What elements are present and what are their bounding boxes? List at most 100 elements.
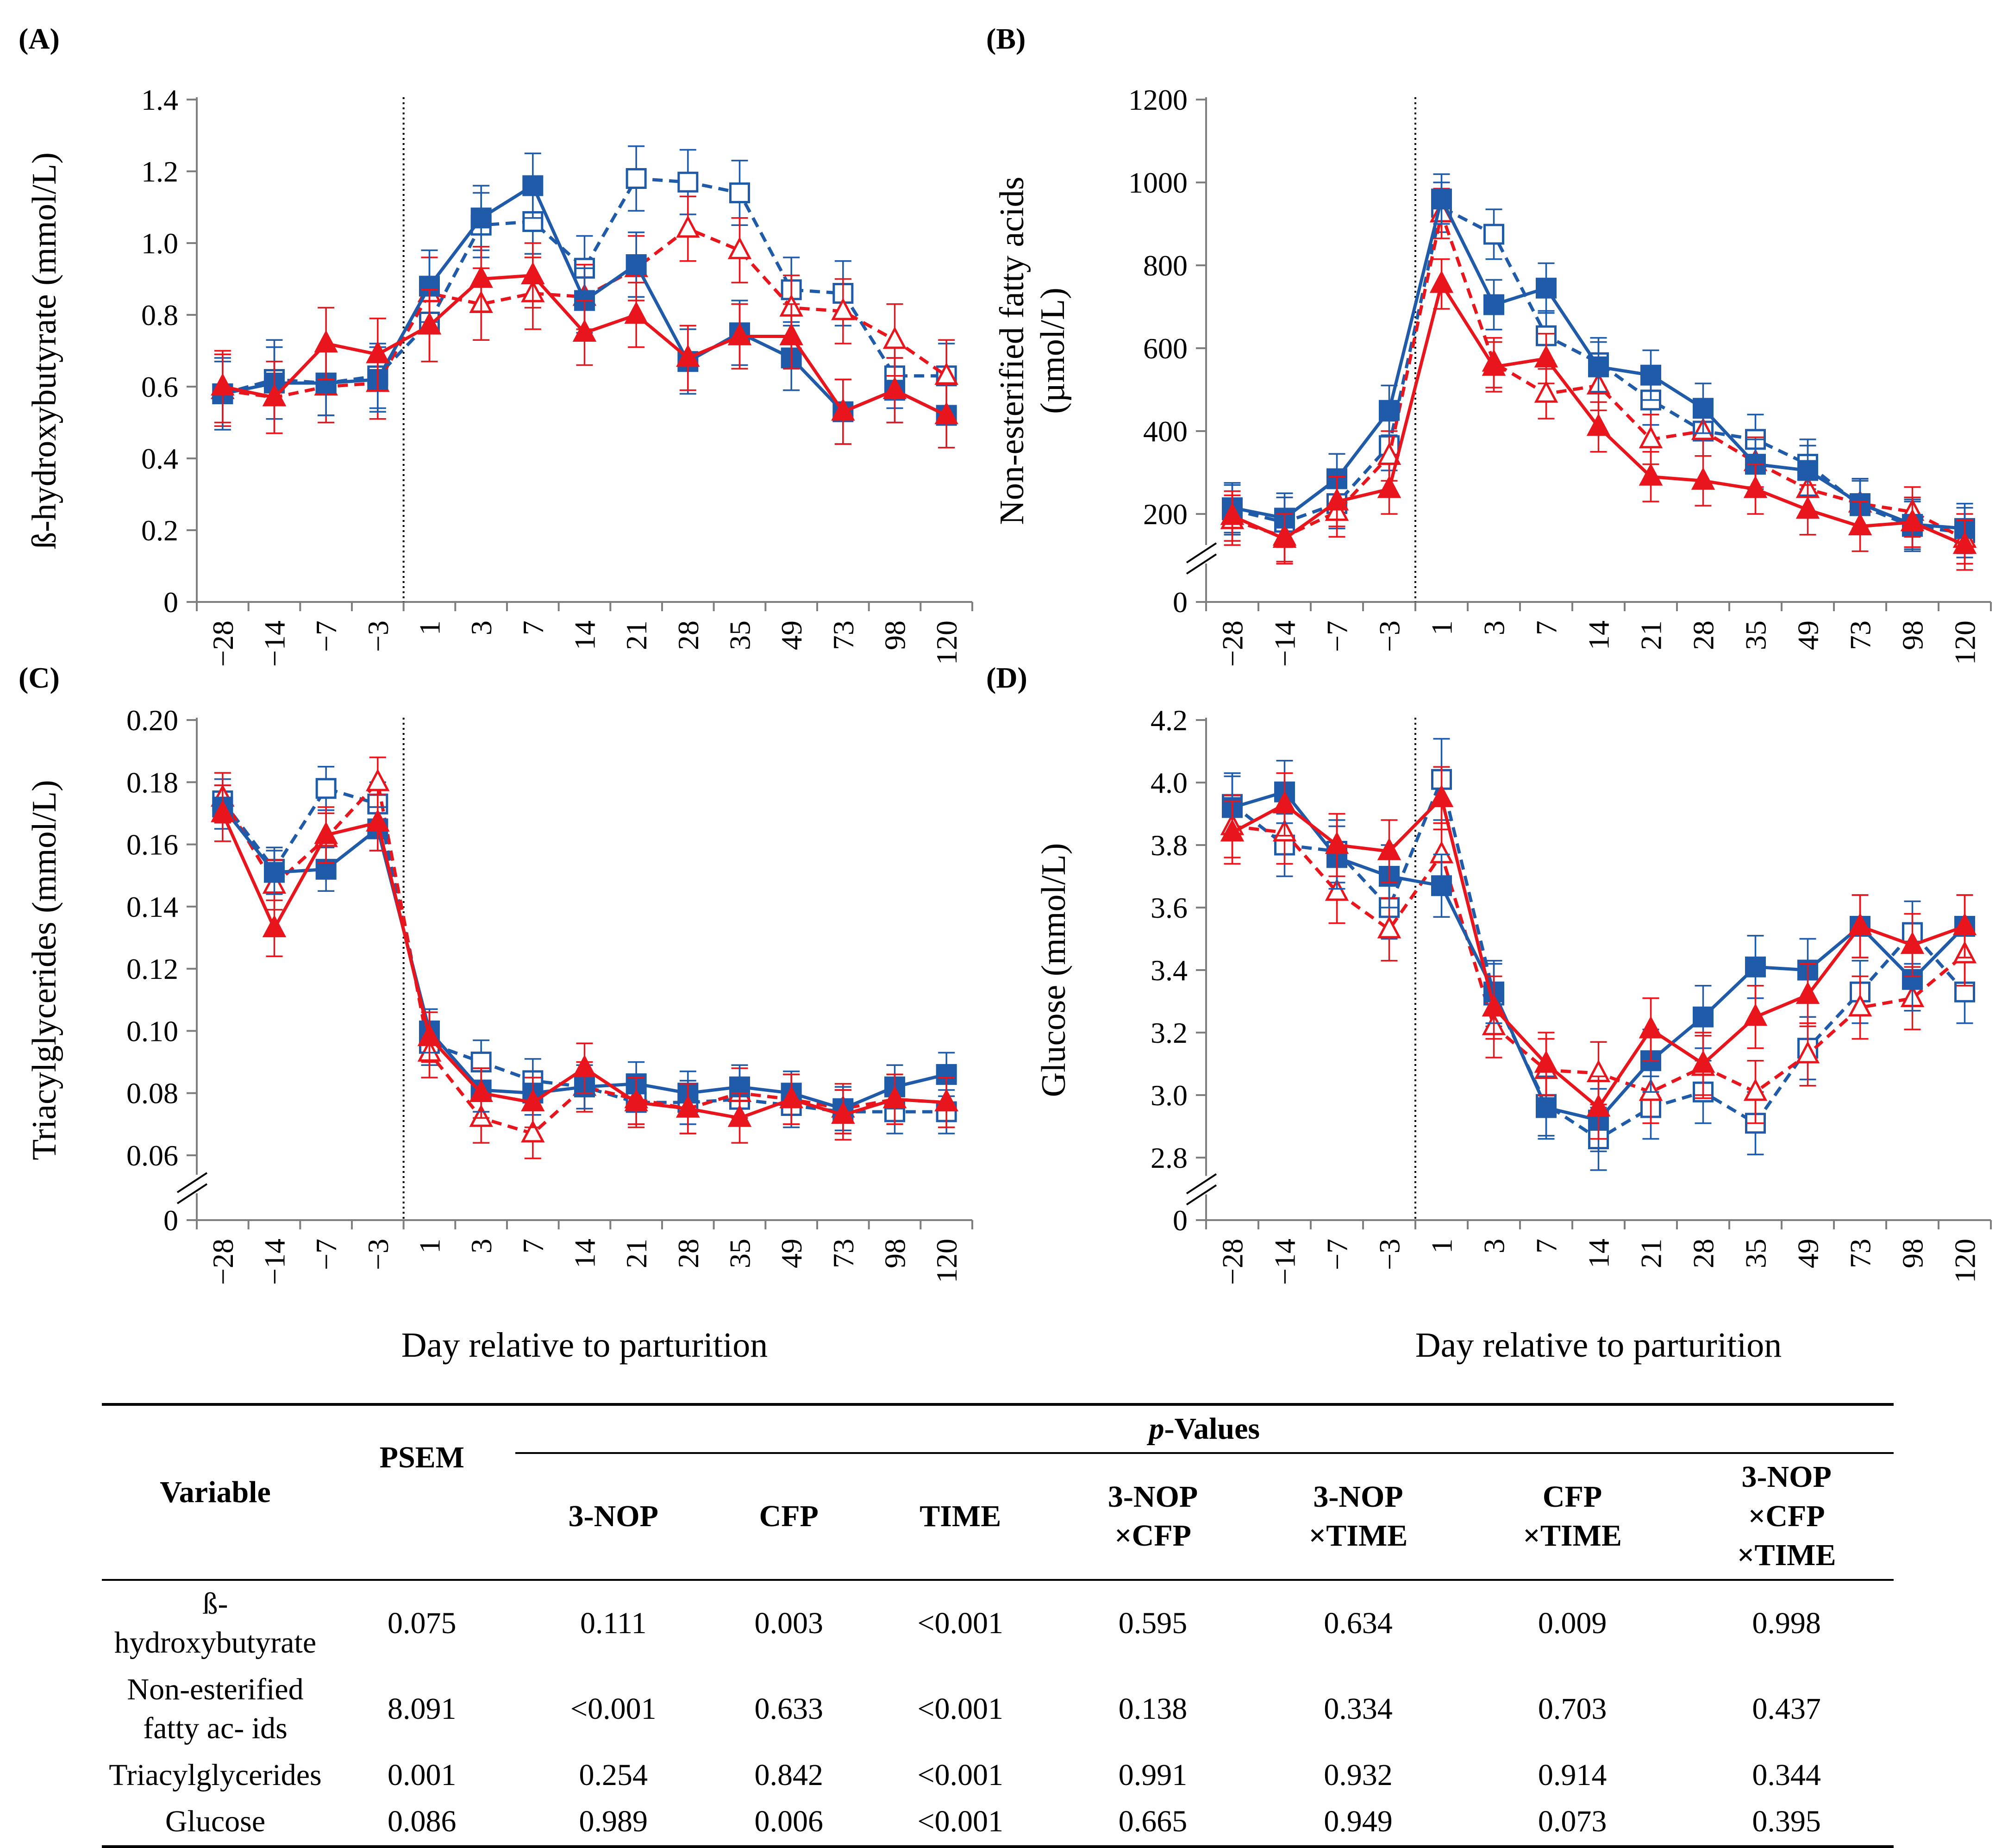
cell-time: <0.001 <box>917 1758 1004 1792</box>
header-cfp-time-l1: CFP <box>1542 1479 1602 1514</box>
header-3nop-cfp: 3-NOP ×CFP <box>1055 1453 1251 1579</box>
cell-3nop-cfp: 0.595 <box>1118 1606 1188 1641</box>
y-tick-label: 0 <box>163 1204 178 1237</box>
x-tick-label: 3 <box>465 620 498 635</box>
data-point <box>1693 398 1714 419</box>
cell-3nop-cfp: 0.138 <box>1118 1692 1188 1726</box>
axis-break-mark <box>1186 1173 1217 1195</box>
x-tick-label: 120 <box>930 1239 963 1283</box>
cell-variable: Non-esterified fatty ac- ids <box>127 1672 304 1746</box>
cell-cfp-time: 0.073 <box>1465 1798 1680 1848</box>
data-point <box>1482 353 1506 376</box>
data-point <box>262 915 287 938</box>
data-point <box>727 1104 752 1127</box>
cell-variable: Triacylglycerides <box>109 1758 322 1792</box>
data-point <box>624 1089 648 1112</box>
cell-3nop-time: 0.634 <box>1324 1606 1393 1641</box>
x-tick-label: 21 <box>1635 1239 1668 1268</box>
x-tick-label: −14 <box>1269 1239 1301 1285</box>
cell-variable: Glucose <box>102 1798 329 1848</box>
data-point <box>1272 525 1297 548</box>
y-tick-label: 2.8 <box>1151 1141 1188 1174</box>
x-tick-label: −28 <box>206 1239 239 1285</box>
header-3nop-cfp-l1: 3-NOP <box>1107 1479 1198 1514</box>
header-3nop-cfp-l2: ×CFP <box>1114 1519 1191 1553</box>
y-tick-label: 800 <box>1143 249 1188 282</box>
data-point <box>1534 345 1558 368</box>
series-red-solid-filled <box>211 784 958 1144</box>
x-tick-label: 14 <box>1583 1239 1615 1268</box>
data-point <box>1639 426 1663 449</box>
header-variable: Variable <box>102 1403 329 1580</box>
cell-3nop-time: 0.932 <box>1324 1758 1393 1792</box>
data-point <box>1639 463 1663 486</box>
data-point <box>1640 364 1661 386</box>
data-point <box>1534 1050 1558 1073</box>
cell-3nop-time: 0.334 <box>1324 1692 1393 1726</box>
data-point <box>417 312 442 335</box>
y-tick-label: 0.2 <box>141 514 178 547</box>
data-point <box>677 171 699 193</box>
data-point <box>1691 1050 1715 1073</box>
x-tick-label: 7 <box>1530 1239 1563 1253</box>
x-tick-label: 49 <box>775 1239 808 1268</box>
data-point <box>262 383 287 407</box>
header-time: TIME <box>920 1499 1001 1533</box>
cell-psem: 0.001 <box>388 1758 457 1792</box>
data-point <box>1377 475 1401 498</box>
x-tick-label: −3 <box>362 1239 394 1270</box>
data-point <box>1693 1006 1714 1027</box>
data-point <box>417 1023 442 1046</box>
x-tick-label: −3 <box>362 620 394 652</box>
cell-3nop-cfp: 0.665 <box>1054 1798 1251 1848</box>
data-point <box>1483 224 1504 245</box>
data-point <box>1797 460 1818 481</box>
data-point <box>1795 1040 1820 1064</box>
x-tick-label: 73 <box>1844 1239 1877 1268</box>
axis-break-mark <box>1186 542 1217 564</box>
data-point <box>729 182 750 203</box>
table-header-row-1: Variable PSEM p-Values <box>102 1403 1894 1580</box>
data-point <box>779 1085 803 1109</box>
cell-3nop: 0.989 <box>515 1798 712 1848</box>
data-point <box>1952 531 1977 554</box>
y-tick-label: 1.0 <box>141 227 178 260</box>
data-point <box>315 778 337 799</box>
x-tick-label: −28 <box>206 620 239 667</box>
data-point <box>1482 994 1506 1017</box>
header-psem: PSEM <box>329 1403 515 1580</box>
y-tick-label: 3.0 <box>1151 1079 1188 1112</box>
data-point <box>366 809 390 832</box>
data-point <box>1377 838 1401 860</box>
data-point <box>1743 1003 1768 1026</box>
y-tick-label: 1000 <box>1128 166 1188 199</box>
x-tick-label: 3 <box>465 1239 498 1253</box>
data-point <box>1431 875 1452 896</box>
y-tick-label: 0.4 <box>141 442 178 475</box>
data-point <box>727 237 752 259</box>
x-tick-label: 28 <box>1687 1239 1720 1268</box>
chart-figure: (A)00.20.40.60.81.01.21.4−28 −14 −7 −3 1 3 7 14… <box>19 22 1992 1365</box>
data-point <box>882 376 907 400</box>
data-point <box>882 326 907 349</box>
panel-label: (D) <box>986 661 1027 694</box>
data-point <box>676 1095 700 1118</box>
series-red-solid-filled <box>1220 258 1977 571</box>
data-point <box>1272 790 1297 814</box>
y-tick-label: 400 <box>1143 415 1188 448</box>
x-tick-label: 73 <box>827 620 860 650</box>
y-tick-label: 0 <box>1173 1204 1188 1237</box>
y-tick-label: 0.6 <box>141 370 178 403</box>
data-point <box>469 1079 493 1103</box>
data-point <box>676 344 700 367</box>
data-point <box>521 1120 545 1143</box>
y-axis-label: Non-esterified fatty acids <box>993 176 1031 525</box>
x-tick-label: 28 <box>672 620 705 650</box>
x-tick-label: 28 <box>1687 620 1720 650</box>
cell-psem: 8.091 <box>388 1692 457 1726</box>
cell-3nop: <0.001 <box>570 1692 657 1726</box>
cell-3nop-cfp-time: 0.437 <box>1752 1692 1821 1726</box>
data-point <box>211 373 235 396</box>
data-point <box>779 323 803 345</box>
series-line <box>221 780 947 1135</box>
